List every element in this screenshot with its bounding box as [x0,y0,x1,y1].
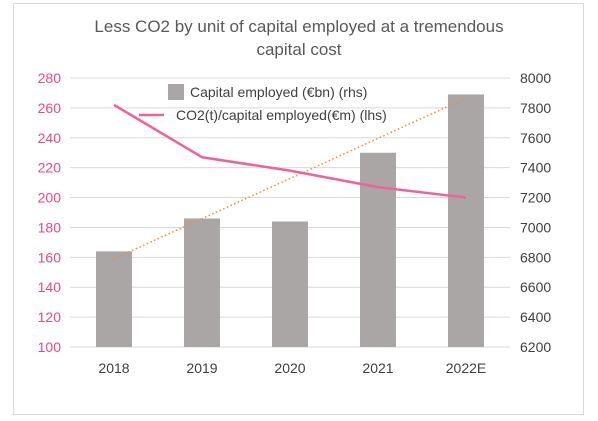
line-path [113,103,467,199]
bar [360,152,396,347]
right-tick-label: 6400 [520,309,551,325]
right-axis-ticks: 6200 6400 6600 6800 7000 7200 7400 7600 7800 8000 [520,70,551,355]
bar [272,221,308,347]
x-axis-ticks: 2018 2019 2020 2021 2022E [98,360,486,376]
right-tick-label: 7200 [520,190,551,206]
left-tick-label: 100 [38,339,62,355]
gridlines [70,77,510,348]
chart-title-line-2: capital cost [256,40,341,59]
right-tick-label: 7800 [520,100,551,116]
left-tick-label: 200 [38,190,62,206]
right-tick-label: 6800 [520,249,551,265]
left-tick-label: 220 [38,160,62,176]
left-tick-label: 160 [38,249,62,265]
chart-title-line-1: Less CO2 by unit of capital employed at … [94,17,503,36]
line-series [113,103,467,199]
left-axis-ticks: 100 120 140 160 180 200 220 240 260 280 [38,70,62,355]
right-tick-label: 7000 [520,219,551,235]
right-tick-label: 8000 [520,70,551,86]
legend-bar-label: Capital employed (€bn) (rhs) [190,84,367,100]
left-tick-label: 280 [38,70,62,86]
bar [184,218,220,347]
right-tick-label: 7600 [520,130,551,146]
x-tick-label: 2022E [446,360,486,376]
x-tick-label: 2021 [362,360,393,376]
x-tick-label: 2018 [98,360,129,376]
left-tick-label: 240 [38,130,62,146]
trendline [113,97,467,260]
trendline-path [113,97,467,260]
legend: Capital employed (€bn) (rhs) CO2(t)/capi… [139,84,387,123]
legend-line-label: CO2(t)/capital employed(€m) (lhs) [176,107,387,123]
bar-series [96,94,484,347]
right-tick-label: 6600 [520,279,551,295]
left-tick-label: 120 [38,309,62,325]
bar [448,94,484,347]
left-tick-label: 260 [38,100,62,116]
left-tick-label: 180 [38,219,62,235]
x-tick-label: 2020 [274,360,305,376]
bar [96,251,132,347]
right-tick-label: 7400 [520,160,551,176]
left-tick-label: 140 [38,279,62,295]
legend-bar-swatch [168,84,184,100]
x-tick-label: 2019 [186,360,217,376]
right-tick-label: 6200 [520,339,551,355]
